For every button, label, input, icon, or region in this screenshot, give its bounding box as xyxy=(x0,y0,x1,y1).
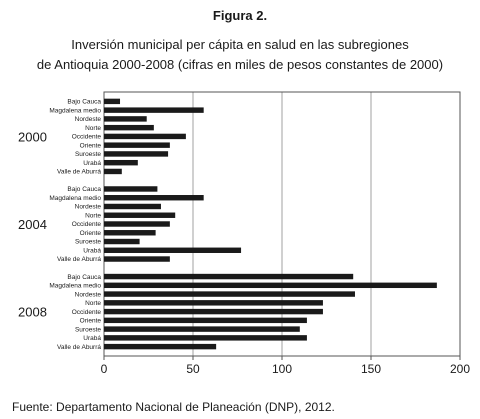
category-label: Occidente xyxy=(72,309,102,316)
category-label: Occidente xyxy=(72,134,102,141)
category-label: Magdalena medio xyxy=(49,107,101,114)
category-label: Valle de Aburrá xyxy=(57,169,101,176)
category-label: Urabá xyxy=(83,335,101,342)
figure-title-line-1: Inversión municipal per cápita en salud … xyxy=(71,37,409,52)
bar-2000-7 xyxy=(104,151,169,157)
figure-label: Figura 2. xyxy=(212,8,268,23)
bar-2008-6 xyxy=(104,317,307,324)
bar-2008-8 xyxy=(104,335,307,341)
category-label: Norte xyxy=(85,125,101,132)
bar-2004-8 xyxy=(104,247,242,253)
bar-2004-1 xyxy=(104,186,158,192)
bar-2000-3 xyxy=(104,116,147,122)
bar-2008-7 xyxy=(104,326,300,332)
category-label: Norte xyxy=(85,300,101,307)
x-tick-label: 150 xyxy=(361,362,381,376)
group-label-2004: 2004 xyxy=(18,217,47,232)
bar-2000-8 xyxy=(104,159,138,166)
bar-2004-7 xyxy=(104,238,140,245)
bar-2008-5 xyxy=(104,308,323,315)
category-label: Oriente xyxy=(80,230,102,237)
group-label-2008: 2008 xyxy=(18,305,47,320)
x-tick-label: 200 xyxy=(450,362,470,376)
category-label: Magdalena medio xyxy=(49,283,101,290)
x-tick-label: 50 xyxy=(186,362,200,376)
category-label: Valle de Aburrá xyxy=(57,256,101,263)
bar-2000-1 xyxy=(104,98,121,105)
bar-2008-1 xyxy=(104,273,354,280)
category-label: Suroeste xyxy=(75,239,101,246)
bar-2004-9 xyxy=(104,256,170,262)
category-label: Suroeste xyxy=(75,326,101,333)
category-label: Bajo Cauca xyxy=(67,99,101,106)
bar-2000-6 xyxy=(104,142,170,148)
group-label-2000: 2000 xyxy=(18,129,47,144)
figure-title: Inversión municipal per cápita en salud … xyxy=(0,35,480,75)
category-label: Occidente xyxy=(72,221,102,228)
category-label: Urabá xyxy=(83,160,101,167)
bar-2008-4 xyxy=(104,300,323,306)
figure-title-line-2: de Antioquia 2000-2008 (cifras en miles … xyxy=(36,57,444,72)
bar-2000-4 xyxy=(104,124,154,131)
category-label: Suroeste xyxy=(75,151,101,158)
category-label: Oriente xyxy=(80,318,102,325)
category-label: Oriente xyxy=(80,142,102,149)
category-label: Magdalena medio xyxy=(49,195,101,202)
source-note: Fuente: Departamento Nacional de Planeac… xyxy=(12,400,335,414)
bar-2000-2 xyxy=(104,107,204,113)
category-label: Nordeste xyxy=(75,116,102,123)
bar-2008-3 xyxy=(104,291,355,297)
category-label: Bajo Cauca xyxy=(67,186,101,193)
category-label: Norte xyxy=(85,212,101,219)
bar-2004-4 xyxy=(104,212,176,218)
bar-2004-2 xyxy=(104,195,204,201)
category-label: Valle de Aburrá xyxy=(57,344,101,351)
x-tick-label: 0 xyxy=(101,362,108,376)
bar-2008-9 xyxy=(104,343,217,350)
bar-2004-5 xyxy=(104,221,170,227)
category-label: Nordeste xyxy=(75,291,102,298)
bar-2004-6 xyxy=(104,230,156,236)
category-label: Bajo Cauca xyxy=(67,274,101,281)
bar-2004-3 xyxy=(104,203,161,210)
category-label: Urabá xyxy=(83,247,101,254)
bar-2008-2 xyxy=(104,282,437,289)
x-tick-label: 100 xyxy=(272,362,292,376)
category-label: Nordeste xyxy=(75,204,102,211)
bar-2000-9 xyxy=(104,168,122,175)
bar-2000-5 xyxy=(104,133,186,140)
